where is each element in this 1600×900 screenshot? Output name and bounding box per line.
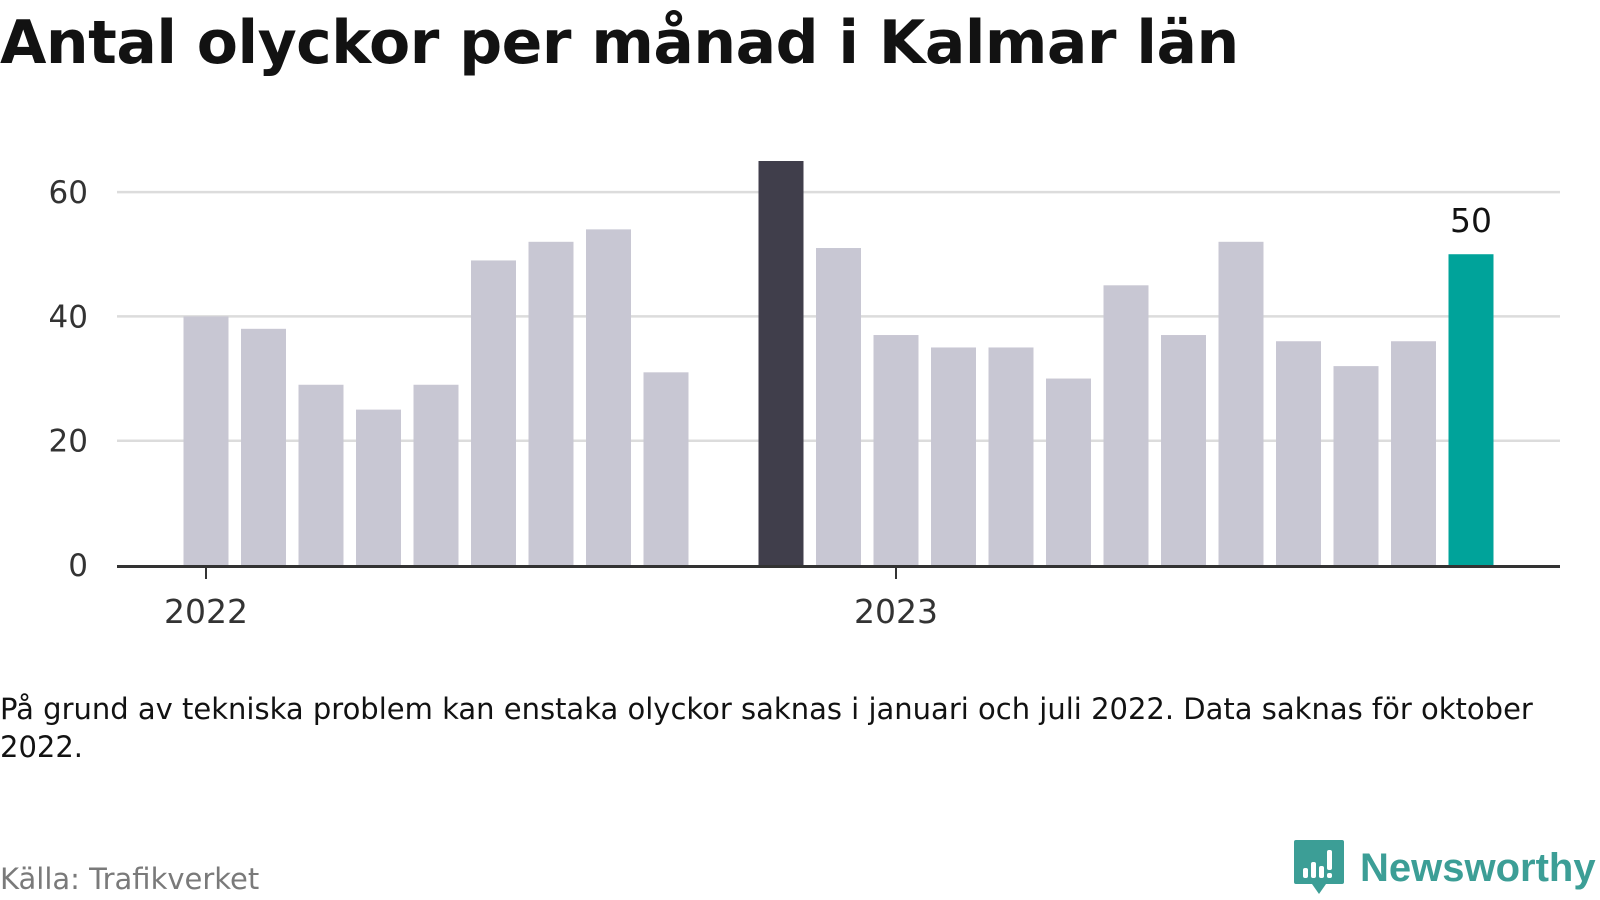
x-tick-label: 2023 xyxy=(854,592,938,631)
bar-2022-07 xyxy=(528,241,574,566)
bar-2023-11 xyxy=(1448,254,1494,565)
bar-2023-02 xyxy=(931,347,976,565)
x-tick-label: 2022 xyxy=(164,592,248,631)
bar-2023-06 xyxy=(1161,335,1206,565)
bar-2022-04 xyxy=(356,409,401,565)
bar-2022-12 xyxy=(816,248,861,565)
bar-2022-02 xyxy=(241,328,286,565)
bar-2023-07 xyxy=(1218,241,1264,566)
bar-2022-06 xyxy=(471,260,516,565)
bar-2022-11 xyxy=(758,161,804,565)
bar-2023-08 xyxy=(1276,341,1321,565)
bar-2023-10 xyxy=(1391,341,1436,565)
footnote: På grund av tekniska problem kan enstaka… xyxy=(0,692,1533,764)
bar-2022-03 xyxy=(298,384,344,565)
bar-chart: 0 20 40 60 50 2022 2023 xyxy=(49,161,1560,631)
y-tick-label: 0 xyxy=(68,548,88,584)
newsworthy-logo-icon xyxy=(1294,840,1344,894)
source-label: Källa: Trafikverket xyxy=(0,862,260,896)
bar-2023-01 xyxy=(873,335,919,565)
chart-title: Antal olyckor per månad i Kalmar län xyxy=(0,8,1239,78)
bar-2022-08 xyxy=(586,229,631,565)
brand: Newsworthy xyxy=(1292,838,1596,898)
bar-2022-05 xyxy=(413,384,459,565)
bar-2023-09 xyxy=(1333,366,1379,565)
y-tick-label: 40 xyxy=(49,299,88,335)
bar-2023-03 xyxy=(988,347,1034,565)
brand-name: Newsworthy xyxy=(1360,845,1596,890)
bar-2022-01 xyxy=(183,316,229,565)
data-label: 50 xyxy=(1450,201,1492,240)
bar-2023-04 xyxy=(1046,378,1091,565)
y-tick-label: 60 xyxy=(49,175,88,211)
y-tick-label: 20 xyxy=(49,424,88,460)
bar-2023-05 xyxy=(1103,285,1149,565)
bar-2022-09 xyxy=(643,372,689,565)
